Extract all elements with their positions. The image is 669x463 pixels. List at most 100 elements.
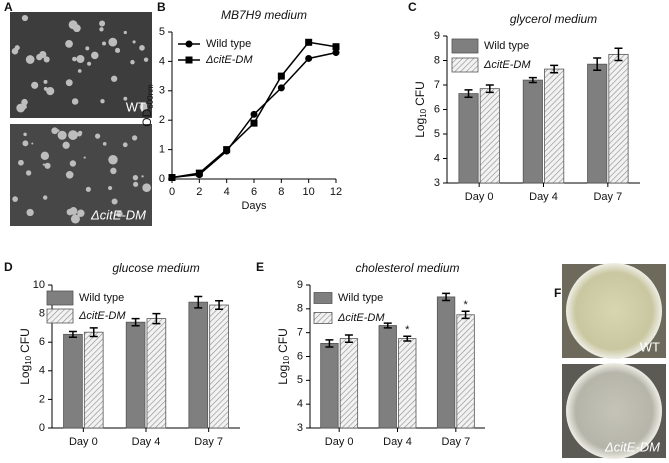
colony	[110, 75, 118, 82]
colony	[102, 142, 107, 146]
x-tick-label: Day 7	[194, 436, 223, 448]
colony	[40, 151, 50, 160]
marker	[305, 38, 313, 46]
colony	[22, 140, 29, 147]
colony	[25, 170, 32, 176]
colony	[99, 27, 104, 32]
x-tick-label: 6	[251, 186, 257, 198]
legend-label: ΔcitE-DM	[205, 54, 253, 66]
error-bar	[461, 310, 470, 320]
bar	[339, 338, 359, 429]
colony	[145, 188, 149, 192]
colony	[44, 162, 51, 169]
colony	[68, 130, 78, 140]
marker	[185, 56, 193, 64]
error-bar	[89, 327, 98, 338]
colony	[11, 48, 19, 55]
error-bar	[215, 299, 224, 311]
x-tick-label: Day 4	[529, 191, 558, 203]
error-bar	[344, 334, 353, 343]
colony	[102, 41, 107, 46]
colony	[21, 14, 29, 22]
error-bar	[528, 76, 537, 84]
legend-label: Wild type	[338, 292, 383, 304]
y-tick-label: 8	[434, 54, 440, 66]
x-tick-label: 10	[303, 186, 315, 198]
marker	[250, 110, 258, 118]
x-tick-label: 2	[196, 186, 202, 198]
x-label: Days	[241, 200, 267, 212]
colony	[42, 163, 46, 166]
colony	[72, 24, 81, 33]
marker	[332, 49, 340, 57]
bar	[608, 53, 629, 184]
error-bar	[464, 89, 473, 98]
x-tick-label: Day 0	[69, 436, 98, 448]
y-tick-label: 6	[434, 103, 440, 115]
colony	[65, 40, 73, 48]
legend-label: Wild type	[206, 38, 251, 50]
y-tick-label: 5	[434, 128, 440, 140]
colony	[57, 129, 60, 132]
colony	[77, 69, 82, 73]
colony	[70, 214, 80, 224]
legend-label: Wild type	[79, 292, 124, 304]
colony	[77, 131, 82, 137]
colony	[123, 30, 127, 35]
bar	[479, 88, 500, 184]
x-tick-label: 8	[278, 186, 284, 198]
y-tick-label: 4	[39, 365, 45, 377]
colony	[110, 167, 117, 175]
line	[171, 41, 337, 179]
y-tick-label: 0	[39, 422, 45, 434]
x-tick-label: Day 0	[465, 191, 494, 203]
error-bar	[614, 47, 623, 62]
colonies	[11, 14, 151, 224]
colony	[43, 79, 48, 84]
chart-title: glycerol medium	[510, 12, 597, 26]
bar	[209, 304, 229, 429]
colony	[25, 55, 35, 64]
legend-swatch	[313, 312, 333, 324]
panel-letter: C	[408, 0, 417, 14]
colony	[22, 104, 27, 109]
y-label-subscript: 10	[419, 108, 428, 117]
colony	[62, 141, 70, 149]
bar	[587, 63, 608, 184]
legend-label: ΔcitE-DM	[337, 312, 385, 324]
error-bar	[550, 64, 559, 74]
panel-letter: F	[554, 286, 561, 300]
y-tick-label: 4	[297, 398, 303, 410]
colony	[100, 99, 105, 104]
bar	[146, 318, 167, 429]
y-tick-label: 3	[297, 422, 303, 434]
y-tick-label: 4	[434, 152, 440, 164]
y-label-suffix: CFU	[18, 328, 32, 353]
colony	[46, 87, 55, 96]
bar	[456, 314, 475, 429]
plate	[566, 263, 662, 359]
colony	[115, 47, 121, 54]
bar	[398, 338, 417, 429]
y-label-text: OD	[140, 108, 154, 126]
panel-letter: B	[157, 0, 166, 14]
error-bar	[383, 322, 392, 329]
colony	[57, 130, 67, 140]
colony	[111, 198, 118, 205]
marker	[185, 40, 193, 48]
x-tick-label: 12	[330, 186, 342, 198]
colony	[42, 195, 48, 200]
colony	[23, 132, 27, 137]
photo-label: WT	[640, 339, 660, 354]
y-label-subscript: 10	[24, 355, 33, 364]
colony	[31, 142, 34, 145]
colony	[18, 159, 24, 166]
plate	[566, 363, 662, 459]
panel-letter: D	[4, 260, 13, 274]
marker	[195, 169, 203, 177]
y-tick-label: 6	[39, 336, 45, 348]
bar	[125, 321, 146, 429]
x-tick-label: 0	[169, 186, 175, 198]
legend-label: ΔcitE-DM	[78, 310, 126, 322]
